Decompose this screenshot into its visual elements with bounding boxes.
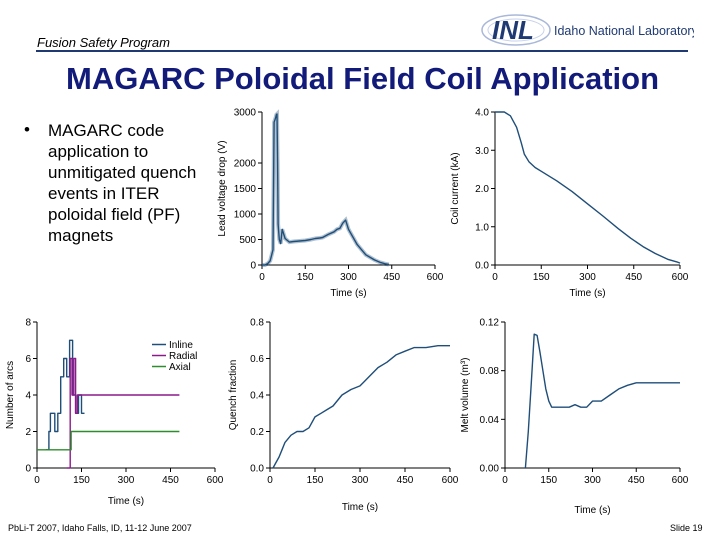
- inl-logo: INL Idaho National Laboratory: [481, 14, 694, 46]
- x-tick-label: 300: [352, 475, 369, 486]
- y-tick-label: 0.8: [250, 318, 264, 329]
- arcs-chart: 0 150 300 450 600 0 2 4 6 8 Time (s) Number of arcs…: [5, 318, 224, 508]
- x-tick-label: 150: [533, 272, 550, 283]
- x-axis-label: Time (s): [108, 496, 144, 507]
- bullet-icon: •: [24, 120, 30, 139]
- x-tick-label: 600: [672, 475, 689, 486]
- logo-inner-ring-icon: [487, 18, 545, 42]
- x-tick-label: 150: [297, 272, 314, 283]
- y-axis-label: Quench fraction: [228, 360, 239, 431]
- y-tick-label: 0.08: [480, 366, 500, 377]
- y-tick-label: 3.0: [475, 146, 489, 157]
- header-rule: [36, 50, 688, 52]
- x-tick-label: 450: [383, 272, 400, 283]
- legend-label-radial: Radial: [169, 351, 197, 362]
- y-tick-label: 0.4: [250, 391, 264, 402]
- y-tick-label: 1.0: [475, 222, 489, 233]
- x-tick-label: 0: [259, 272, 265, 283]
- x-tick-label: 300: [340, 272, 357, 283]
- y-tick-label: 1500: [234, 184, 257, 195]
- series-line-current: [495, 111, 681, 264]
- slide-title: MAGARC Poloidal Field Coil Application: [66, 61, 660, 96]
- y-tick-label: 1000: [234, 210, 257, 221]
- y-tick-label: 0: [250, 261, 256, 272]
- x-tick-label: 0: [502, 475, 508, 486]
- legend-label-inline: Inline: [169, 340, 193, 351]
- x-axis-label: Time (s): [342, 502, 378, 513]
- y-tick-label: 0: [25, 464, 31, 475]
- y-tick-label: 0.0: [475, 261, 489, 272]
- y-tick-label: 0.6: [250, 354, 264, 365]
- x-tick-label: 600: [207, 475, 224, 486]
- x-tick-label: 300: [579, 272, 596, 283]
- x-tick-label: 300: [584, 475, 601, 486]
- y-tick-label: 2: [25, 427, 31, 438]
- y-axis-label: Lead voltage drop (V): [217, 140, 228, 236]
- current-chart: 0 150 300 450 600 0.0 1.0 2.0 3.0 4.0 Time (s) Coil…: [450, 108, 689, 300]
- voltage-chart: 0 150 300 450 600 0 500 1000 1500 2000 3000 Time (s…: [217, 108, 444, 300]
- x-tick-label: 600: [427, 272, 444, 283]
- x-tick-label: 0: [492, 272, 498, 283]
- bullet-text: MAGARC code application to unmitigated q…: [48, 121, 197, 245]
- x-tick-label: 150: [540, 475, 557, 486]
- series-line-quench-fraction: [272, 345, 450, 469]
- y-tick-label: 2000: [234, 159, 257, 170]
- series-line-voltage: [262, 113, 390, 266]
- logo-text: Idaho National Laboratory: [554, 24, 694, 38]
- program-name: Fusion Safety Program: [37, 35, 170, 50]
- quench-chart: 0 150 300 450 600 0.0 0.2 0.4 0.6 0.8 Time (s) Quen…: [228, 318, 459, 514]
- footer-citation: PbLi-T 2007, Idaho Falls, ID, 11-12 June…: [8, 523, 192, 533]
- series-line-melt-volume: [524, 333, 680, 469]
- x-tick-label: 600: [442, 475, 459, 486]
- x-tick-label: 0: [34, 475, 40, 486]
- y-tick-label: 0.04: [480, 415, 500, 426]
- y-tick-label: 4.0: [475, 108, 489, 119]
- y-tick-label: 8: [25, 318, 31, 329]
- x-tick-label: 300: [118, 475, 135, 486]
- logo-ring-icon: [481, 14, 551, 46]
- y-axis-label: Coil current (kA): [450, 152, 461, 224]
- x-axis-label: Time (s): [574, 505, 610, 516]
- melt-chart: 0 150 300 450 600 0.00 0.04 0.08 0.12 Time (s) Mel…: [460, 318, 689, 517]
- x-tick-label: 0: [267, 475, 273, 486]
- y-tick-label: 2.0: [475, 184, 489, 195]
- y-tick-label: 0.2: [250, 427, 264, 438]
- x-tick-label: 150: [307, 475, 324, 486]
- series-line-radial: [66, 357, 180, 469]
- series-line-axial: [37, 430, 180, 451]
- y-tick-label: 3000: [234, 108, 257, 119]
- y-tick-label: 6: [25, 354, 31, 365]
- slide-number: Slide 19: [670, 523, 703, 533]
- y-tick-label: 500: [239, 235, 256, 246]
- y-tick-label: 0.00: [480, 464, 500, 475]
- x-axis-label: Time (s): [330, 288, 366, 299]
- x-axis-label: Time (s): [569, 288, 605, 299]
- y-tick-label: 0.12: [480, 318, 500, 329]
- legend-label-axial: Axial: [169, 362, 191, 373]
- y-tick-label: 0.0: [250, 464, 264, 475]
- x-tick-label: 450: [397, 475, 414, 486]
- x-tick-label: 450: [628, 475, 645, 486]
- x-tick-label: 600: [672, 272, 689, 283]
- x-tick-label: 450: [625, 272, 642, 283]
- logo-mark: INL: [492, 15, 534, 45]
- y-tick-label: 4: [25, 391, 31, 402]
- y-axis-label: Number of arcs: [5, 361, 16, 429]
- y-axis-label: Melt volume (m³): [460, 357, 471, 432]
- x-tick-label: 150: [73, 475, 90, 486]
- x-tick-label: 450: [162, 475, 179, 486]
